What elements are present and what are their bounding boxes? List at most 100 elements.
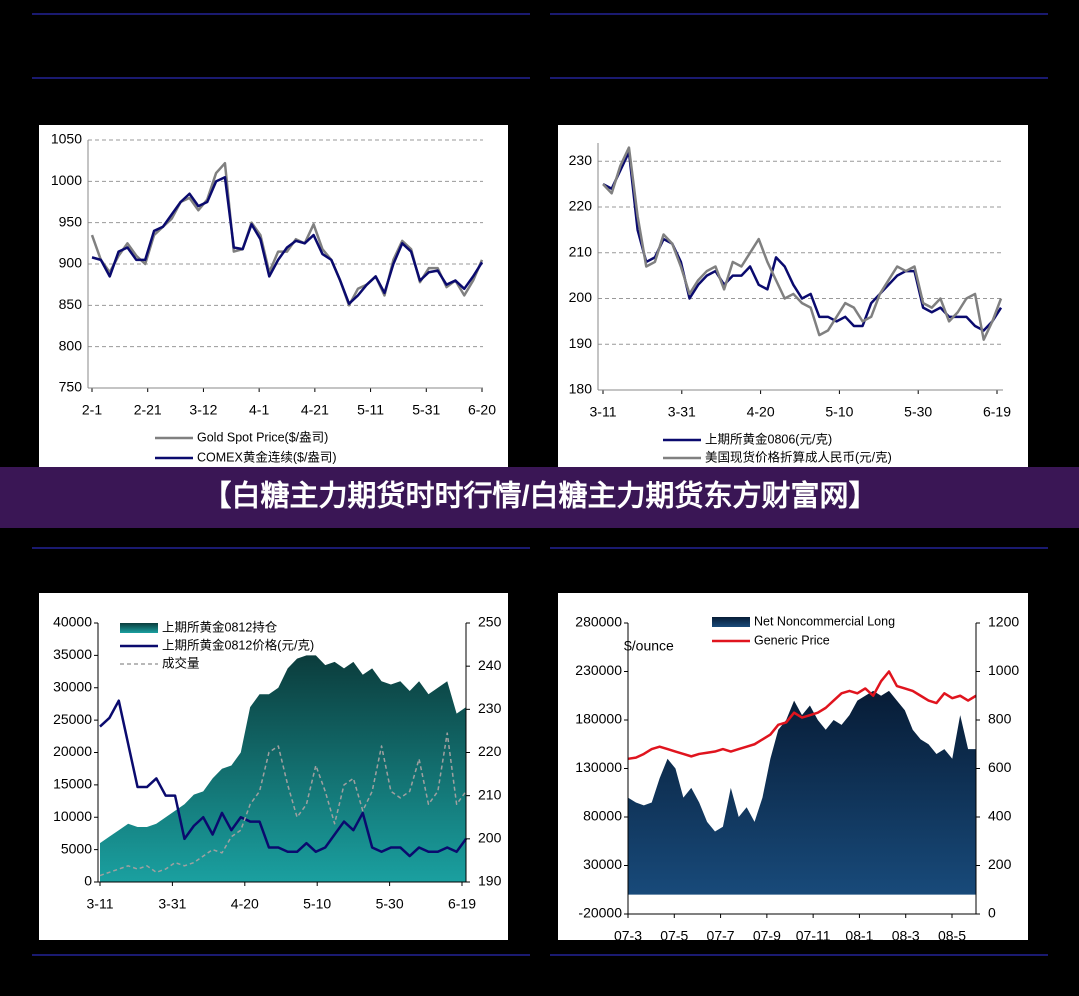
y2-tick-label: 200	[478, 830, 502, 846]
legend-label: COMEX黄金连续($/盎司)	[197, 449, 337, 464]
panel	[39, 125, 508, 470]
x-tick-label: 08-1	[845, 928, 873, 944]
banner-title: 【白糖主力期货时时行情/白糖主力期货东方财富网】	[202, 479, 877, 513]
y-tick-label: 800	[59, 337, 83, 353]
legend-label: Net Noncommercial Long	[754, 614, 895, 628]
y2-tick-label: 0	[988, 905, 996, 921]
line	[602, 146, 1003, 341]
x-tick-label: 6-19	[448, 896, 476, 912]
x-tick-label: 6-19	[983, 404, 1011, 420]
y-tick-label: 30000	[53, 678, 92, 694]
x-tick-label: 5-30	[904, 404, 932, 420]
y-tick-label: 210	[569, 243, 593, 259]
y-tick-label: 230	[569, 152, 593, 168]
legend-swatch	[120, 623, 158, 633]
legend-label: Generic Price	[754, 633, 830, 647]
x-tick-label: 6-20	[468, 402, 496, 418]
legend-label: 上期所黄金0812价格(元/克)	[162, 637, 314, 652]
y2-tick-label: 220	[478, 743, 502, 759]
banner	[0, 467, 1079, 528]
x-tick-label: 4-1	[249, 402, 269, 418]
y-tick-label: 5000	[61, 840, 92, 856]
x-tick-label: 5-10	[825, 404, 853, 420]
y-tick-label: 1000	[51, 172, 82, 188]
y-tick-label: 40000	[53, 614, 92, 630]
y-tick-label: 10000	[53, 808, 92, 824]
area	[628, 690, 976, 895]
legend-label: 上期所黄金0806(元/克)	[705, 431, 832, 446]
y2-tick-label: 1200	[988, 614, 1019, 630]
legend-label: 美国现货价格折算成人民币(元/克)	[705, 449, 892, 464]
y-tick-label: 230000	[575, 662, 622, 678]
y2-tick-label: 230	[478, 700, 502, 716]
x-tick-label: 2-1	[82, 402, 102, 418]
y-tick-label: 1050	[51, 131, 82, 147]
line	[99, 699, 468, 858]
rules	[32, 13, 1048, 956]
x-tick-label: 5-11	[357, 402, 384, 418]
x-tick-label: 3-11	[87, 896, 114, 912]
x-tick-label: 3-11	[590, 404, 617, 420]
y-tick-label: -20000	[578, 905, 622, 921]
legend-label: Gold Spot Price($/盎司)	[197, 430, 328, 444]
y2-tick-label: 400	[988, 808, 1012, 824]
y-tick-label: 280000	[575, 614, 622, 630]
chart: 0 5000 10000 15000 20000 25000 30000 35000 40000…	[39, 593, 508, 940]
area	[100, 655, 466, 882]
y-tick-label: 180	[569, 381, 593, 397]
line	[91, 175, 484, 305]
x-tick-label: 07-9	[753, 928, 781, 944]
y2-tick-label: 210	[478, 786, 502, 802]
y-tick-label: 190	[569, 335, 593, 351]
x-tick-label: 07-7	[707, 928, 735, 944]
y-tick-label: 35000	[53, 646, 92, 662]
y-tick-label: 20000	[53, 743, 92, 759]
y2-tick-label: 200	[988, 856, 1012, 872]
y2-tick-label: 1000	[988, 662, 1019, 678]
x-tick-label: 5-31	[412, 402, 440, 418]
y2-tick-label: 240	[478, 657, 502, 673]
y-tick-label: 25000	[53, 711, 92, 727]
y-tick-label: 220	[569, 198, 593, 214]
chart: -20000 30000 80000 130000 180000 230000 280000…	[558, 593, 1028, 944]
y-tick-label: 0	[84, 873, 92, 889]
y-axis-label: $/ounce	[624, 638, 674, 654]
line	[627, 670, 977, 761]
y-tick-label: 15000	[53, 776, 92, 792]
panel	[558, 125, 1028, 470]
y-tick-label: 200	[569, 289, 593, 305]
x-tick-label: 5-30	[376, 896, 404, 912]
x-tick-label: 3-31	[668, 404, 696, 420]
legend-label: 上期所黄金0812持仓	[162, 619, 278, 634]
x-tick-label: 3-31	[158, 896, 186, 912]
y-tick-label: 900	[59, 255, 83, 271]
y-tick-label: 850	[59, 296, 83, 312]
x-tick-label: 08-5	[938, 928, 966, 944]
x-tick-label: 4-20	[747, 404, 775, 420]
legend-swatch	[712, 617, 750, 627]
y2-tick-label: 600	[988, 759, 1012, 775]
y-tick-label: 750	[59, 379, 83, 395]
y2-tick-label: 250	[478, 614, 502, 630]
charts: 750 800 850 900 950 1000 1050 2-1 2-21 3-12 4-1 4-2…	[39, 125, 1028, 944]
y-tick-label: 950	[59, 213, 83, 229]
y-tick-label: 30000	[583, 856, 622, 872]
y2-tick-label: 190	[478, 873, 502, 889]
y-tick-label: 80000	[583, 808, 622, 824]
x-tick-label: 4-20	[231, 896, 259, 912]
chart: 750 800 850 900 950 1000 1050 2-1 2-21 3-12 4-1 4-2…	[39, 125, 508, 470]
x-tick-label: 4-21	[301, 402, 329, 418]
y2-tick-label: 800	[988, 711, 1012, 727]
y-tick-label: 130000	[575, 759, 622, 775]
x-tick-label: 07-3	[614, 928, 642, 944]
chart: 180 190 200 210 220 230 3-11 3-31 4-20 5-10 5-30 6-…	[558, 125, 1028, 470]
x-tick-label: 07-11	[796, 928, 831, 944]
y-tick-label: 180000	[575, 711, 622, 727]
line	[99, 732, 467, 877]
x-tick-label: 5-10	[303, 896, 331, 912]
x-tick-label: 2-21	[134, 402, 162, 418]
x-tick-label: 07-5	[660, 928, 688, 944]
legend-label: 成交量	[162, 655, 200, 670]
x-tick-label: 3-12	[189, 402, 217, 418]
